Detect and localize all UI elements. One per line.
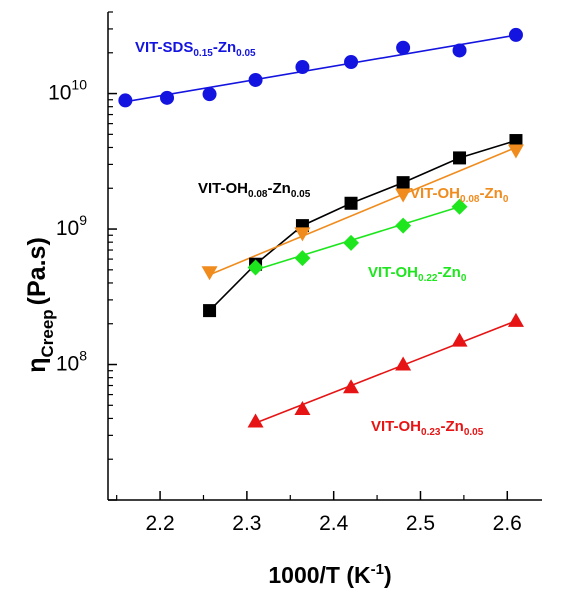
series-label-oh008zn0: VIT-OH0.08-Zn0	[410, 185, 509, 205]
fit-line-sds	[125, 34, 517, 103]
data-point-oh008zn005	[509, 134, 523, 148]
data-point-sds	[396, 40, 411, 55]
data-point-oh008zn005	[344, 196, 358, 210]
data-point-sds	[452, 43, 467, 58]
x-tick-label: 2.6	[493, 512, 522, 535]
data-point-oh023zn005	[451, 332, 468, 347]
series-label-sds: VIT-SDS0.15-Zn0.05	[135, 39, 256, 59]
data-point-sds	[118, 93, 133, 108]
series-lines	[125, 34, 517, 424]
series-label-oh022zn0: VIT-OH0.22-Zn0	[368, 264, 467, 284]
y-tick-label: 108	[56, 348, 87, 376]
data-point-sds	[202, 87, 217, 102]
series-label-oh023zn005: VIT-OH0.23-Zn0.05	[371, 418, 484, 438]
x-tick-label: 2.3	[232, 512, 261, 535]
data-point-oh023zn005	[294, 400, 311, 415]
x-tick-label: 2.2	[145, 512, 174, 535]
data-point-oh008zn005	[396, 176, 410, 190]
data-point-oh022zn0	[294, 250, 311, 267]
x-tick-label: 2.5	[406, 512, 435, 535]
y-tick-label: 1010	[48, 77, 87, 105]
y-axis-title: ηCreep(Pa.s)	[23, 237, 57, 373]
data-point-oh008zn0	[395, 188, 412, 203]
data-point-oh008zn005	[453, 151, 467, 165]
data-point-sds	[295, 60, 310, 75]
plot-axes: 2.2 2.3 2.4 2.5 2.6 108 109 1010	[48, 11, 542, 535]
fit-line-oh008zn0	[209, 146, 517, 276]
data-point-oh022zn0	[395, 217, 412, 234]
x-axis-title: 1000/T (K-1)	[268, 561, 391, 588]
data-point-oh008zn0	[294, 227, 311, 242]
data-point-oh023zn005	[247, 413, 264, 428]
series-labels: VIT-SDS0.15-Zn0.05 VIT-OH0.08-Zn0.05 VIT-O…	[135, 39, 509, 438]
data-point-oh022zn0	[451, 198, 468, 215]
data-point-oh022zn0	[247, 259, 264, 276]
data-point-oh008zn0	[507, 144, 524, 159]
data-point-oh023zn005	[395, 356, 412, 371]
data-point-sds	[160, 90, 175, 105]
data-point-sds	[248, 72, 263, 87]
y-tick-label: 109	[56, 212, 87, 240]
series-label-oh008zn005: VIT-OH0.08-Zn0.05	[198, 180, 311, 200]
data-point-oh023zn005	[343, 379, 360, 394]
data-point-oh008zn0	[201, 266, 218, 281]
series-markers	[118, 27, 524, 428]
data-point-oh022zn0	[343, 234, 360, 251]
data-point-oh008zn005	[203, 304, 217, 318]
data-point-sds	[344, 55, 359, 70]
fit-line-oh022zn0	[255, 206, 460, 271]
data-point-oh023zn005	[507, 312, 524, 327]
fit-line-oh023zn005	[255, 320, 517, 424]
x-tick-label: 2.4	[319, 512, 349, 535]
data-point-sds	[508, 27, 523, 42]
